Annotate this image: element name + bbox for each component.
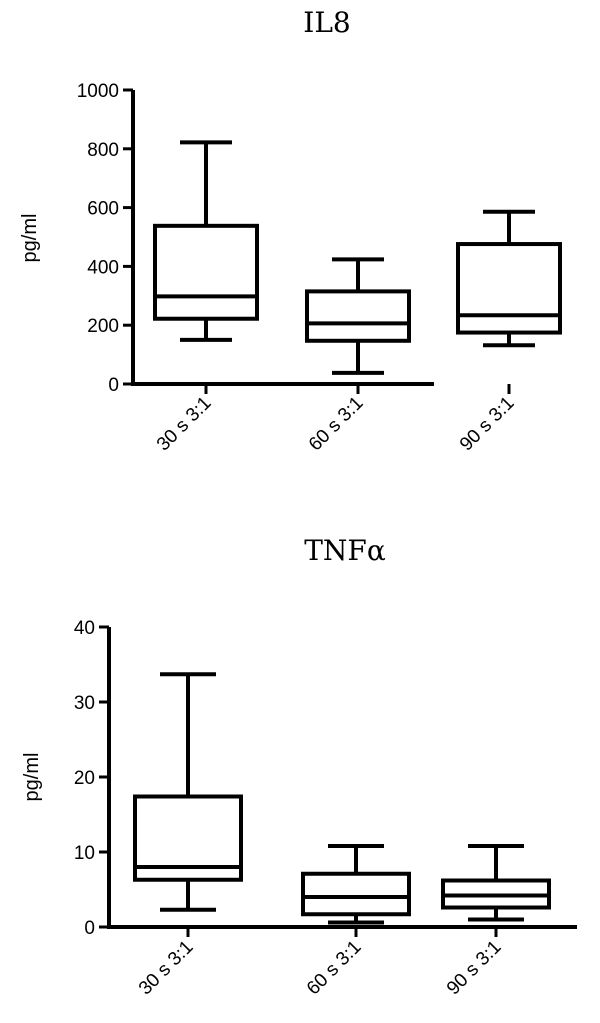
y-axis-ticks: 0 200 400 600 800 1000 xyxy=(77,81,133,396)
box-plot xyxy=(153,140,259,342)
y-tick-label: 0 xyxy=(84,918,95,939)
y-tick-label: 600 xyxy=(87,199,119,220)
x-category-label: 30 s 3:1 xyxy=(153,393,216,456)
x-category-label: 90 s 3:1 xyxy=(443,937,506,1000)
box-plot xyxy=(305,257,411,375)
y-axis-label: pg/ml xyxy=(19,214,41,263)
iqr-box xyxy=(305,289,411,343)
iqr-box xyxy=(133,794,243,882)
y-tick-label: 400 xyxy=(87,257,119,278)
box-plot xyxy=(456,209,562,348)
x-category-label: 30 s 3:1 xyxy=(135,937,198,1000)
x-category-label: 90 s 3:1 xyxy=(456,393,519,456)
box-plots xyxy=(153,140,562,375)
y-axis-label: pg/ml xyxy=(21,753,43,802)
y-axis-ticks: 0 10 20 30 40 xyxy=(74,618,109,939)
y-tick-label: 0 xyxy=(108,375,119,396)
y-tick-label: 1000 xyxy=(77,81,119,102)
iqr-box xyxy=(153,223,259,321)
x-category-label: 60 s 3:1 xyxy=(305,393,368,456)
category-labels: 30 s 3:1 60 s 3:1 90 s 3:1 xyxy=(135,927,506,999)
y-tick-label: 10 xyxy=(74,843,95,864)
axes xyxy=(107,627,577,929)
tnf-alpha-chart: TNFα pg/ml 0 10 20 30 40 30 s 3:1 60 s 3:1 90 … xyxy=(21,534,577,999)
il8-chart: IL8 pg/ml 0 200 400 600 800 1000 30 s 3:1 60 s… xyxy=(19,6,562,455)
y-tick-label: 40 xyxy=(74,618,95,639)
box-plot xyxy=(301,844,411,925)
category-labels: 30 s 3:1 60 s 3:1 90 s 3:1 xyxy=(153,384,519,455)
iqr-box xyxy=(301,871,411,917)
chart-title: IL8 xyxy=(303,6,350,39)
box-plot xyxy=(441,844,551,922)
box-plots xyxy=(133,672,551,925)
y-tick-label: 30 xyxy=(74,693,95,714)
iqr-box xyxy=(456,242,562,335)
y-tick-label: 800 xyxy=(87,140,119,161)
y-tick-label: 20 xyxy=(74,768,95,789)
chart-title: TNFα xyxy=(304,534,386,567)
x-category-label: 60 s 3:1 xyxy=(303,937,366,1000)
axes xyxy=(131,90,434,386)
y-tick-label: 200 xyxy=(87,316,119,337)
box-plot xyxy=(133,672,243,912)
